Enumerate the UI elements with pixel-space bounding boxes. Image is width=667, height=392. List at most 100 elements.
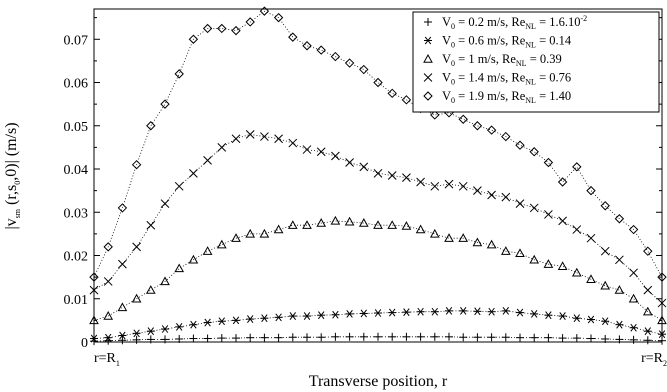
data-point-asterisk <box>630 323 637 332</box>
series-line <box>93 133 663 304</box>
data-point-triangle <box>515 248 525 258</box>
data-point-diamond <box>572 162 582 172</box>
data-point-asterisk <box>516 308 524 317</box>
data-point-asterisk <box>587 315 595 324</box>
data-point-cross <box>629 268 638 278</box>
data-point-cross <box>402 173 411 183</box>
data-point-diamond <box>515 140 525 150</box>
data-point-diamond <box>302 41 312 51</box>
data-point-cross <box>189 168 198 178</box>
data-point-asterisk <box>360 309 367 318</box>
data-point-triangle <box>423 53 433 63</box>
plot-frame <box>93 8 663 343</box>
data-point-triangle <box>216 239 227 249</box>
data-point-triangle <box>472 237 483 247</box>
data-point-diamond <box>401 95 412 105</box>
data-point-asterisk <box>445 306 453 315</box>
data-point-diamond <box>202 23 213 34</box>
data-point-asterisk <box>573 314 580 323</box>
data-point-cross <box>331 151 340 161</box>
data-point-cross <box>118 259 127 269</box>
data-point-diamond <box>387 88 397 99</box>
data-point-asterisk <box>105 333 112 342</box>
data-point-asterisk <box>559 312 566 320</box>
data-point-triangle <box>160 276 170 286</box>
data-point-asterisk <box>232 316 240 325</box>
legend-entry: V0 = 0.6 m/s, ReNL = 0.14 <box>442 34 572 50</box>
data-point-diamond <box>373 77 383 88</box>
data-point-cross <box>174 181 184 191</box>
data-point-diamond <box>273 12 284 23</box>
data-point-asterisk <box>176 322 183 331</box>
data-point-asterisk <box>133 329 140 338</box>
x-tick-left: r=R1 <box>94 351 120 368</box>
data-point-triangle <box>245 228 256 238</box>
data-point-asterisk <box>190 320 197 329</box>
series-2 <box>90 306 666 343</box>
data-point-cross <box>260 132 269 141</box>
data-point-asterisk <box>303 312 311 320</box>
data-point-asterisk <box>417 307 424 316</box>
data-point-asterisk <box>389 308 396 317</box>
data-point-triangle <box>89 315 99 325</box>
data-point-cross <box>132 242 141 252</box>
data-point-triangle <box>500 246 511 255</box>
data-point-cross <box>444 179 454 189</box>
data-point-cross <box>373 168 383 178</box>
data-point-diamond <box>643 246 653 256</box>
data-point-triangle <box>529 254 540 264</box>
data-point-diamond <box>600 201 610 211</box>
data-point-diamond <box>614 214 625 224</box>
data-point-diamond <box>131 159 142 170</box>
data-point-asterisk <box>488 307 495 316</box>
data-point-diamond <box>359 64 369 75</box>
data-point-cross <box>416 177 425 187</box>
data-point-asterisk <box>658 330 666 339</box>
data-point-diamond <box>217 23 227 34</box>
data-point-cross <box>515 199 525 208</box>
series-layer <box>89 6 667 346</box>
legend-entry: V0 = 1.4 m/s, ReNL = 0.76 <box>442 71 571 87</box>
data-point-asterisk <box>161 325 169 333</box>
data-point-cross <box>89 285 99 295</box>
data-point-asterisk <box>119 331 126 340</box>
data-point-cross <box>316 147 326 157</box>
data-point-asterisk <box>275 313 282 322</box>
x-tick-right: r=R2 <box>641 351 667 368</box>
data-point-diamond <box>344 58 355 68</box>
data-point-asterisk <box>545 311 552 320</box>
data-point-cross <box>600 246 610 256</box>
data-point-asterisk <box>90 334 98 343</box>
data-point-diamond <box>529 147 539 157</box>
data-point-asterisk <box>261 314 268 323</box>
data-point-diamond <box>288 32 298 42</box>
data-point-cross <box>586 233 596 243</box>
legend: V0 = 0.2 m/s, ReNL = 1.6.10-2 V0 = 0.6 m/… <box>412 11 660 113</box>
data-point-diamond <box>486 125 497 135</box>
data-point-triangle <box>586 274 596 283</box>
data-point-triangle <box>557 261 568 271</box>
data-point-asterisk <box>616 320 623 329</box>
series-5 <box>89 6 667 282</box>
legend-entry: V0 = 0.2 m/s, ReNL = 1.6.10-2 <box>442 14 587 31</box>
data-point-triangle <box>543 259 554 268</box>
data-point-triangle <box>657 315 667 325</box>
data-point-cross <box>387 171 397 180</box>
data-point-asterisk <box>502 306 509 315</box>
data-point-cross <box>302 145 312 154</box>
data-point-diamond <box>160 99 170 109</box>
data-point-diamond <box>472 121 483 131</box>
data-point-triangle <box>330 215 341 225</box>
data-point-cross <box>217 143 227 152</box>
data-point-diamond <box>89 272 99 282</box>
data-point-triangle <box>145 285 156 294</box>
data-point-asterisk <box>346 309 353 318</box>
data-point-cross <box>245 130 255 139</box>
data-point-diamond <box>330 51 341 62</box>
data-point-diamond <box>557 177 568 187</box>
data-point-cross <box>544 210 553 219</box>
data-point-asterisk <box>431 307 438 316</box>
data-point-triangle <box>571 267 582 277</box>
data-point-diamond <box>117 203 128 213</box>
